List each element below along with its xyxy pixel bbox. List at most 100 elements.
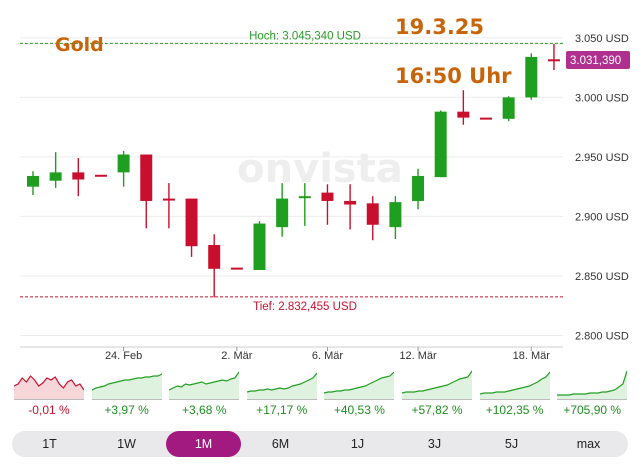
mini-line: [324, 371, 395, 394]
mini-sparkline: [91, 373, 162, 400]
candle-body: [72, 172, 85, 180]
candle: [298, 183, 311, 226]
candle: [94, 174, 107, 177]
mini-sparkline: [402, 370, 472, 400]
candle: [230, 267, 243, 270]
candle: [321, 184, 334, 225]
candle: [140, 154, 153, 229]
x-tick-label: 24. Feb: [105, 350, 142, 360]
mini-chart-6[interactable]: +57,82 %: [402, 368, 472, 420]
candle: [457, 90, 470, 125]
mini-line: [14, 375, 84, 391]
range-button-1j[interactable]: 1J: [350, 437, 365, 451]
mini-chart-4[interactable]: +17,17 %: [246, 368, 317, 420]
mini-change-label: +3,97 %: [104, 403, 149, 417]
range-button-1w[interactable]: 1W: [117, 437, 136, 451]
candle: [480, 117, 492, 120]
candle: [547, 43, 560, 70]
range-button-3j[interactable]: 3J: [427, 437, 442, 451]
mini-change-label: +57,82 %: [411, 403, 463, 417]
mini-area: [324, 372, 395, 400]
candle-body: [480, 117, 492, 120]
mini-chart-8[interactable]: +705,90 %: [557, 368, 628, 420]
chart-date: 19.3.25: [395, 15, 485, 39]
y-tick-label: 2.950 USD: [575, 152, 629, 164]
candle: [502, 96, 515, 122]
y-tick-label: 3.000 USD: [575, 92, 629, 104]
chart-grid: [20, 37, 563, 348]
mini-area: [557, 371, 628, 400]
time-range-selector: 1T 1W 1M 6M 1J 3J 5J max: [12, 431, 628, 457]
mini-change-label: +102,35 %: [485, 403, 544, 417]
candle-body: [457, 111, 470, 118]
range-button-1t[interactable]: 1T: [42, 437, 57, 451]
mini-sparkline: [557, 370, 628, 400]
candle: [185, 198, 198, 257]
low-label: Tief: 2.832,455 USD: [253, 301, 357, 313]
mini-line: [91, 373, 162, 391]
mini-change-label: +705,90 %: [563, 403, 622, 417]
mini-area: [479, 372, 550, 400]
mini-sparkline: [479, 371, 550, 400]
y-tick-label: 3.050 USD: [575, 33, 629, 45]
candle: [27, 171, 39, 195]
mini-charts-row: -0,01 % +3,97 % +3,68 % +17,17 % +40,53 % +57…: [14, 368, 628, 420]
mini-change-label: +17,17 %: [256, 403, 308, 417]
mini-chart-1[interactable]: -0,01 %: [14, 368, 84, 420]
candle-body: [49, 172, 62, 181]
y-tick-label: 2.900 USD: [575, 211, 629, 223]
y-axis: 2.800 USD 2.850 USD 2.900 USD 2.950 USD 3.00…: [575, 33, 629, 343]
candle-body: [208, 245, 221, 269]
mini-chart-5[interactable]: +40,53 %: [324, 368, 395, 420]
mini-line: [246, 372, 317, 393]
mini-area: [14, 376, 84, 400]
mini-sparkline: [169, 371, 240, 400]
mini-change-label: +40,53 %: [333, 403, 385, 417]
mini-chart-2[interactable]: +3,97 %: [91, 368, 162, 420]
x-tick-label: 2. Mär: [221, 350, 253, 360]
candle: [117, 150, 130, 187]
candle-body: [412, 175, 425, 201]
x-tick-label: 18. Mär: [513, 350, 551, 360]
candle: [208, 234, 221, 298]
candle: [253, 221, 266, 270]
mini-line: [557, 370, 628, 396]
candle-body: [344, 200, 357, 205]
chart-title: Gold: [55, 34, 104, 56]
candle: [412, 168, 425, 210]
x-tick-label: 6. Mär: [312, 350, 344, 360]
last-price-label: 3.031,390: [570, 55, 621, 67]
high-label: Hoch: 3.045,340 USD: [249, 30, 361, 42]
range-button-1m[interactable]: 1M: [166, 431, 241, 457]
candle-body: [389, 202, 402, 228]
mini-chart-7[interactable]: +102,35 %: [479, 368, 550, 420]
candle: [525, 53, 538, 100]
range-button-max[interactable]: max: [576, 437, 601, 451]
x-tick-label: 12. Mär: [399, 350, 437, 360]
x-axis: 24. Feb 2. Mär 6. Mär 12. Mär 18. Mär: [105, 347, 550, 360]
y-tick-label: 2.800 USD: [575, 330, 629, 342]
mini-sparkline: [246, 372, 317, 400]
y-tick-label: 2.850 USD: [575, 271, 629, 283]
candle-body: [321, 192, 334, 201]
mini-line: [169, 371, 240, 391]
range-button-6m[interactable]: 6M: [271, 437, 290, 451]
watermark-onvista: onvista: [237, 146, 403, 192]
mini-area: [91, 374, 162, 400]
candle-body: [162, 198, 175, 201]
candle-body: [94, 174, 107, 177]
candle: [344, 184, 357, 230]
candles-group: [27, 43, 560, 298]
candle: [49, 152, 62, 188]
last-price-badge: [566, 51, 630, 70]
mini-line: [402, 370, 472, 394]
mini-area: [402, 371, 472, 400]
candle-body: [27, 175, 39, 187]
candle: [434, 110, 447, 178]
candle: [389, 196, 402, 240]
range-button-5j[interactable]: 5J: [504, 437, 519, 451]
candle-body: [185, 198, 198, 247]
mini-area: [246, 373, 317, 400]
mini-chart-3[interactable]: +3,68 %: [169, 368, 240, 420]
mini-change-label: -0,01 %: [28, 403, 70, 417]
